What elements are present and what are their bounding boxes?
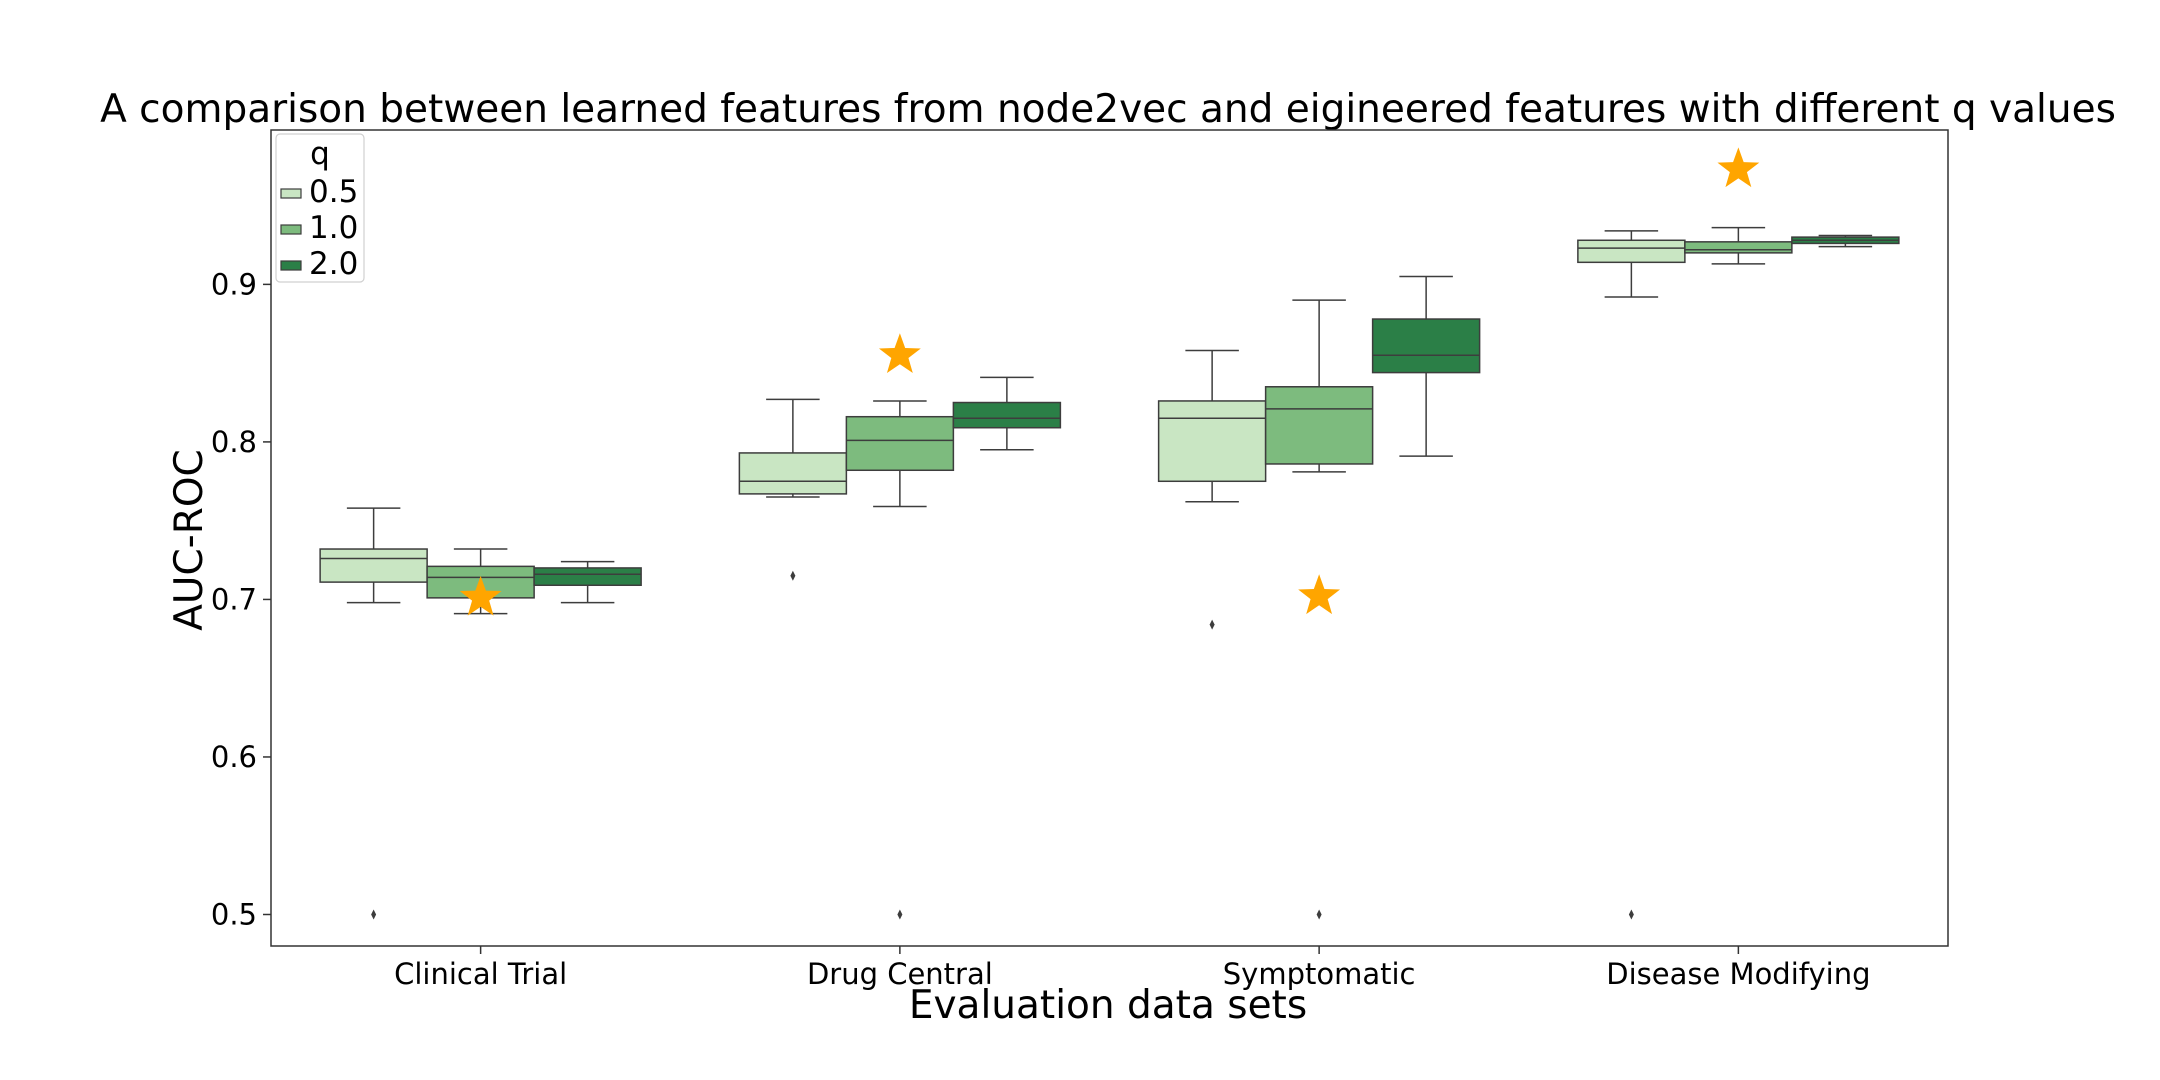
legend-box — [275, 133, 365, 283]
box — [1577, 239, 1686, 264]
legend-label: 1.0 — [309, 210, 358, 246]
legend-label: 0.5 — [309, 174, 358, 210]
y-tick-label: 0.6 — [211, 740, 257, 774]
box — [533, 567, 642, 587]
y-tick-label: 0.7 — [211, 582, 257, 616]
plot-area: 0.5 0.6 0.7 0.8 0.9 Clinical Trial Drug Centra… — [211, 129, 1949, 991]
plot-frame — [270, 129, 1949, 947]
engineered-feature-star — [878, 333, 921, 374]
chart-title: A comparison between learned features fr… — [100, 87, 2116, 132]
engineered-feature-star — [1298, 574, 1341, 615]
y-tick-label: 0.9 — [211, 267, 257, 301]
box — [319, 548, 428, 583]
x-tick-label: Drug Central — [807, 957, 993, 991]
x-axis-label: Evaluation data sets — [909, 983, 1307, 1028]
x-tick-label: Disease Modifying — [1606, 957, 1870, 991]
x-tick-label: Symptomatic — [1223, 957, 1416, 991]
box — [952, 401, 1062, 429]
box — [1264, 386, 1374, 465]
outlier-point — [1628, 909, 1634, 920]
outlier-point — [1209, 619, 1215, 630]
engineered-feature-star — [459, 575, 502, 616]
box — [845, 415, 955, 472]
legend: q0.51.02.0 — [275, 133, 365, 283]
outlier-point — [1316, 909, 1322, 920]
legend-swatch — [280, 260, 302, 271]
engineered-feature-star — [1717, 147, 1760, 188]
legend-swatch — [280, 224, 302, 235]
x-tick-label: Clinical Trial — [394, 957, 567, 991]
box — [1684, 241, 1793, 254]
outlier-point — [897, 909, 903, 920]
y-tick-label: 0.8 — [211, 425, 257, 459]
box — [1371, 318, 1481, 374]
outlier-point — [371, 909, 377, 920]
legend-swatch — [280, 188, 302, 199]
box — [738, 452, 848, 495]
outlier-point — [790, 570, 796, 581]
legend-title: q — [310, 136, 330, 172]
y-axis-label: AUC-ROC — [167, 449, 212, 631]
legend-label: 2.0 — [309, 246, 358, 282]
box — [1157, 400, 1267, 483]
y-tick-label: 0.5 — [211, 897, 257, 931]
